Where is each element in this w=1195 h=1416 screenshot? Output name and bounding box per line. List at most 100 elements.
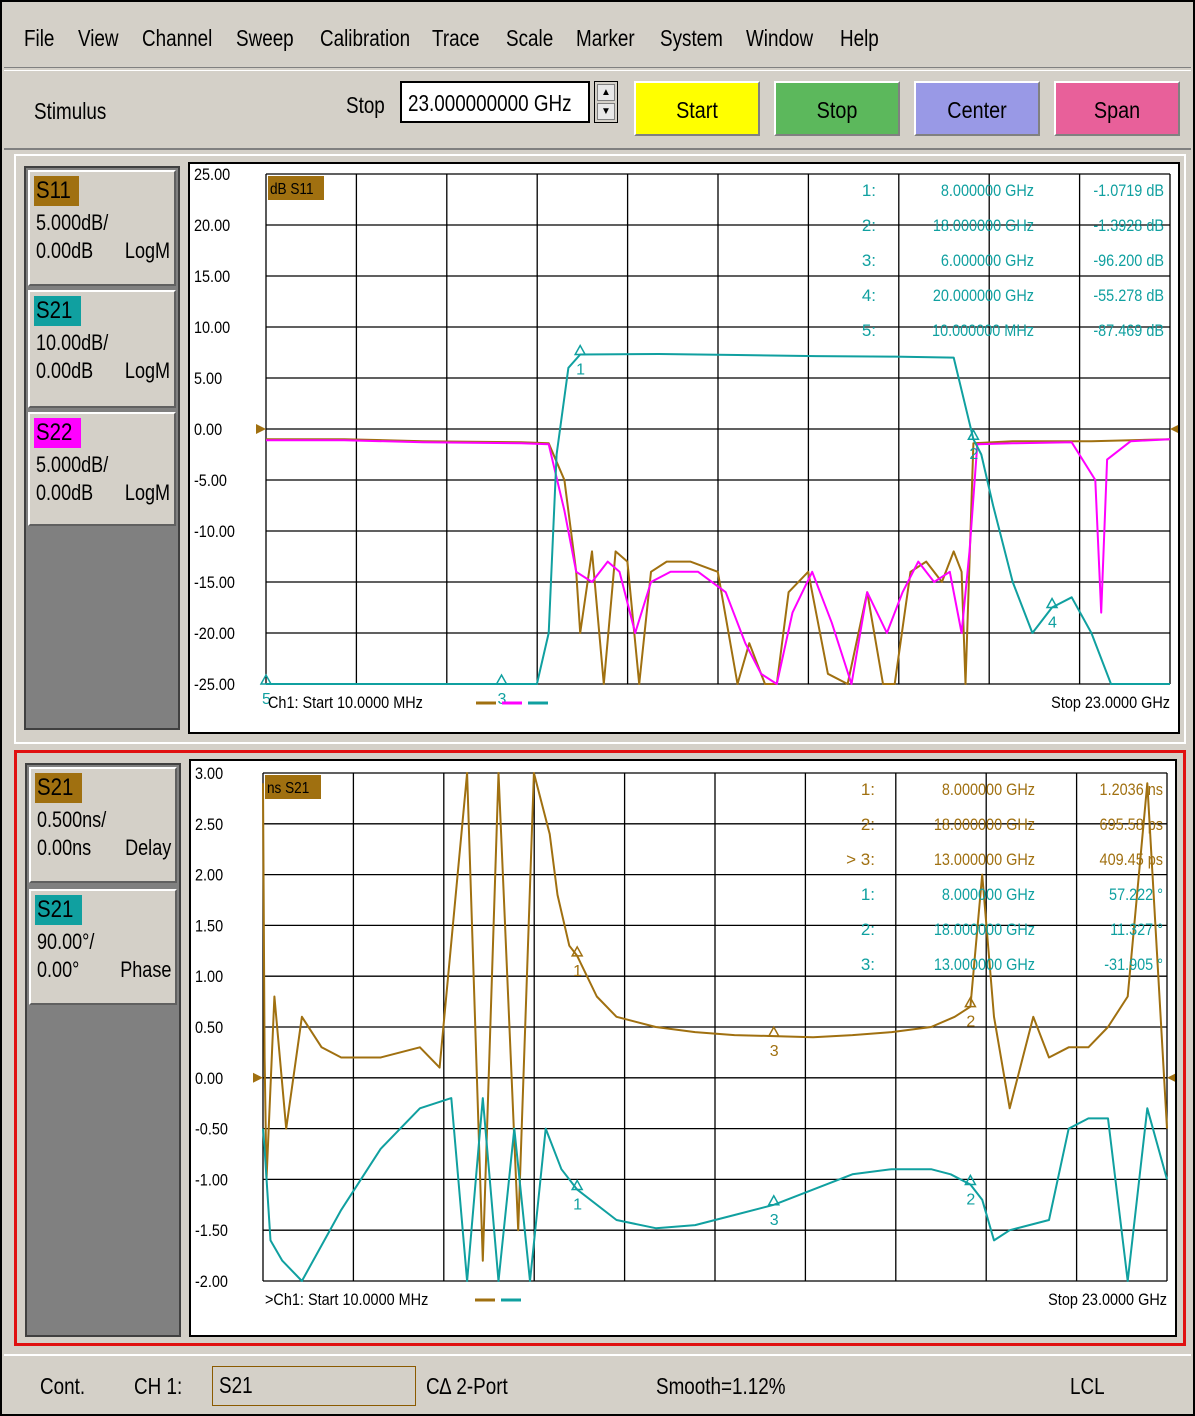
trace-box-s21-logm[interactable]: S21 10.00dB/0.00dB LogM <box>28 290 176 408</box>
y-tick-label: -0.50 <box>195 1121 228 1139</box>
marker-3-icon[interactable] <box>767 1194 781 1206</box>
grid <box>265 173 1171 685</box>
sweep-start-label: >Ch1: Start 10.0000 MHz <box>265 1291 428 1309</box>
channel2-window[interactable]: S21 0.500ns/0.00ns Delay S21 90.00°/ 0.00° Pha… <box>14 750 1186 1346</box>
marker-readout-frequency: 8.000000 GHz <box>942 886 1035 904</box>
channel1-window[interactable]: S11 5.000dB/0.00dB LogM S21 10.00dB/0.00dB Lo… <box>14 154 1186 744</box>
marker-2-label: 2 <box>966 1191 975 1208</box>
trace-box-s21-delay[interactable]: S21 0.500ns/0.00ns Delay <box>29 767 177 883</box>
center-button[interactable]: Center <box>914 81 1040 136</box>
series-s21 <box>265 353 1170 685</box>
y-tick-label: 15.00 <box>194 268 230 286</box>
y-tick-label: -2.00 <box>195 1273 228 1291</box>
marker-readout-id: 5: <box>862 321 876 340</box>
trace-reference: 0.00ns <box>37 835 92 860</box>
marker-1-icon[interactable] <box>570 1179 584 1191</box>
y-tick-label: 3.00 <box>195 765 223 783</box>
toolbar-group-label: Stimulus <box>34 98 107 124</box>
marker-readout-value: 1.2036 ns <box>1100 781 1164 799</box>
trace-name-text: S21 <box>36 297 73 324</box>
y-tick-label: -15.00 <box>194 574 235 592</box>
frequency-spinner[interactable]: ▲ ▼ <box>594 81 618 123</box>
trace-name-text: S11 <box>36 177 71 204</box>
ref-arrow-right-icon <box>1170 425 1178 433</box>
channel1-plot[interactable]: 25.00 20.00 15.00 10.00 5.00 0.00 -5.00 -10.00 -… <box>188 162 1180 734</box>
series-s21-delay <box>262 772 1168 1262</box>
span-button[interactable]: Span <box>1054 81 1180 136</box>
marker-1-icon[interactable] <box>573 343 587 356</box>
menu-view[interactable]: View <box>78 25 119 51</box>
ref-arrow-left-icon <box>253 1072 263 1083</box>
menu-file[interactable]: File <box>24 25 55 51</box>
marker-2-icon[interactable] <box>964 996 977 1008</box>
trace-format: Delay <box>124 835 171 860</box>
marker-readout-value: 57.222 ° <box>1109 886 1163 904</box>
marker-2-icon[interactable] <box>967 428 980 440</box>
marker-3-label: 3 <box>770 1212 779 1229</box>
menu-scale[interactable]: Scale <box>506 25 554 51</box>
menu-trace[interactable]: Trace <box>432 25 480 51</box>
marker-2-icon[interactable] <box>964 1173 977 1186</box>
marker-readout-frequency: 18.000000 GHz <box>933 217 1034 235</box>
center-button-label: Center <box>947 97 1007 123</box>
menu-sweep[interactable]: Sweep <box>236 25 294 51</box>
menu-window[interactable]: Window <box>746 25 814 51</box>
y-tick-label: -5.00 <box>194 472 227 490</box>
trace-box-s22-logm[interactable]: S22 5.000dB/0.00dB LogM <box>28 412 176 526</box>
marker-3-icon[interactable] <box>767 1025 781 1037</box>
marker-3-icon[interactable] <box>495 673 508 685</box>
marker-4-icon[interactable] <box>1045 596 1059 609</box>
channel2-chart: 3.00 2.50 2.00 1.50 1.00 0.50 0.00 -0.50 -1.00 -1… <box>195 765 1175 1309</box>
trace-name-text: S21 <box>37 774 74 801</box>
marker-readout-id: 2: <box>862 216 876 235</box>
menu-marker[interactable]: Marker <box>576 25 635 51</box>
menu-calibration[interactable]: Calibration <box>320 25 411 51</box>
trace-box-s21-phase[interactable]: S21 90.00°/ 0.00° Phase <box>29 889 177 1005</box>
marker-5-icon[interactable] <box>259 673 273 685</box>
spin-up-icon[interactable]: ▲ <box>597 84 615 101</box>
channel2-plot[interactable]: 3.00 2.50 2.00 1.50 1.00 0.50 0.00 -0.50 -1.00 -1… <box>189 759 1177 1337</box>
trace-reference: 0.00dB <box>36 238 94 263</box>
spin-down-icon[interactable]: ▼ <box>597 103 615 120</box>
marker-readout-id: 3: <box>861 955 875 974</box>
marker-readout-frequency: 13.000000 GHz <box>934 851 1035 869</box>
marker-2-label: 2 <box>966 1014 975 1031</box>
series-s22 <box>266 438 1171 685</box>
trace-box-s11-logm[interactable]: S11 5.000dB/0.00dB LogM <box>28 170 176 286</box>
active-trace-label-bg <box>268 176 324 200</box>
stop-frequency-value: 23.000000000 GHz <box>408 90 572 116</box>
stop-field-label: Stop <box>346 92 385 118</box>
stop-button[interactable]: Stop <box>774 81 900 136</box>
start-button[interactable]: Start <box>634 81 760 136</box>
y-tick-label: -20.00 <box>194 625 235 643</box>
menu-system[interactable]: System <box>660 25 723 51</box>
y-tick-label: -1.50 <box>195 1222 228 1240</box>
marker-readout-value: -55.278 dB <box>1093 287 1164 305</box>
smoothing-status: Smooth=1.12% <box>656 1373 786 1399</box>
sweep-mode-status: Cont. <box>40 1373 86 1399</box>
trace-scale: 10.00dB/ <box>36 330 109 355</box>
marker-1-label: 1 <box>576 362 585 379</box>
marker-1-icon[interactable] <box>570 945 584 957</box>
trace-name: S21 <box>35 895 82 925</box>
menu-help[interactable]: Help <box>840 25 879 51</box>
trace-format: LogM <box>124 480 170 505</box>
ref-arrow-left-icon <box>256 424 266 434</box>
marker-readout-frequency: 6.000000 GHz <box>941 252 1034 270</box>
trace-name-text: S21 <box>37 896 74 923</box>
trace-name-text: S22 <box>36 419 73 446</box>
active-trace-status[interactable]: S21 <box>212 1366 416 1406</box>
span-button-label: Span <box>1093 97 1141 123</box>
trace-format: LogM <box>124 238 170 263</box>
stop-frequency-input[interactable]: 23.000000000 GHz <box>400 81 590 123</box>
menu-channel[interactable]: Channel <box>142 25 213 51</box>
y-tick-label: -10.00 <box>194 523 235 541</box>
marker-1-label: 1 <box>573 963 582 980</box>
calibration-status: C∆ 2-Port <box>426 1373 508 1399</box>
marker-readout-value: -96.200 dB <box>1093 252 1164 270</box>
trace-format: LogM <box>124 358 170 383</box>
y-tick-label: 1.50 <box>195 917 223 935</box>
trace-format: Phase <box>119 957 171 982</box>
marker-readout-value: -1.3928 dB <box>1093 217 1164 235</box>
